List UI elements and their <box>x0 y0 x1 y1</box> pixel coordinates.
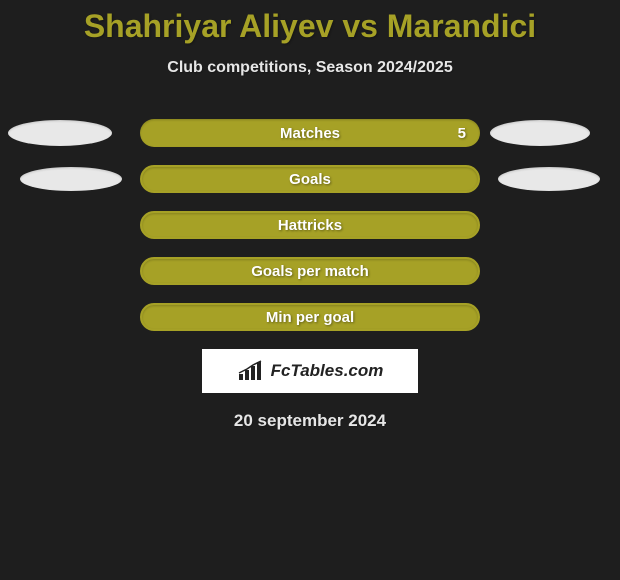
stat-label: Hattricks <box>278 217 342 234</box>
logo-box: FcTables.com <box>202 349 418 393</box>
infographic-container: Shahriyar Aliyev vs Marandici Club compe… <box>0 0 620 580</box>
logo-text: FcTables.com <box>271 361 384 381</box>
left-ellipse <box>8 120 112 146</box>
stat-row: Goals <box>0 165 620 193</box>
stat-label: Goals <box>289 171 331 188</box>
left-ellipse <box>20 167 122 191</box>
stat-label: Min per goal <box>266 309 354 326</box>
stat-row: Hattricks <box>0 211 620 239</box>
stat-label: Goals per match <box>251 263 369 280</box>
stat-bar: Goals <box>140 165 480 193</box>
stat-row: Goals per match <box>0 257 620 285</box>
right-ellipse <box>498 167 600 191</box>
right-ellipse <box>490 120 590 146</box>
stat-bar: Min per goal <box>140 303 480 331</box>
page-title: Shahriyar Aliyev vs Marandici <box>0 0 620 45</box>
bar-chart-icon <box>237 360 265 382</box>
stat-row: Min per goal <box>0 303 620 331</box>
stat-label: Matches <box>280 125 340 142</box>
stat-bar: Hattricks <box>140 211 480 239</box>
date-text: 20 september 2024 <box>0 411 620 431</box>
subtitle: Club competitions, Season 2024/2025 <box>0 59 620 77</box>
stats-list: Matches 5 Goals Hattricks Goals per match Min… <box>0 119 620 331</box>
stat-right-value: 5 <box>458 125 466 142</box>
stat-bar: Goals per match <box>140 257 480 285</box>
stat-row: Matches 5 <box>0 119 620 147</box>
stat-bar: Matches 5 <box>140 119 480 147</box>
